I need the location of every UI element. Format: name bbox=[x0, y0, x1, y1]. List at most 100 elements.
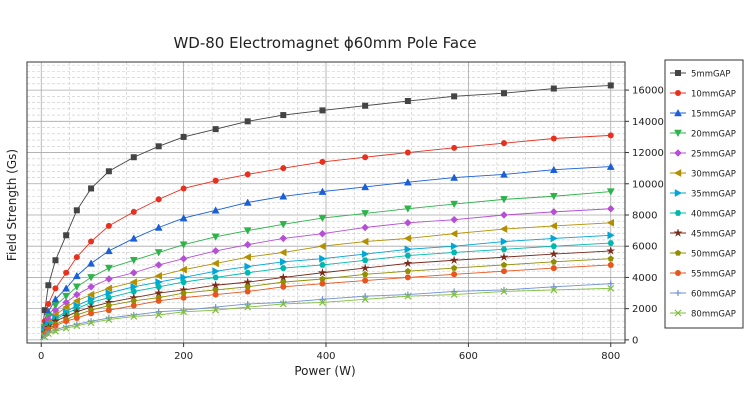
data-point bbox=[211, 247, 220, 255]
data-point bbox=[73, 322, 81, 330]
x-tick-label: 400 bbox=[316, 351, 335, 362]
data-point bbox=[606, 188, 615, 196]
data-point bbox=[318, 229, 327, 238]
data-point bbox=[361, 182, 370, 191]
data-point bbox=[361, 210, 370, 218]
data-point bbox=[549, 208, 558, 216]
legend-swatch-marker bbox=[675, 70, 681, 76]
data-point bbox=[280, 257, 288, 266]
data-point bbox=[130, 313, 138, 320]
data-point bbox=[500, 140, 507, 147]
x-tick-label: 800 bbox=[601, 351, 620, 362]
data-point bbox=[130, 288, 138, 295]
data-point bbox=[87, 274, 95, 282]
data-point bbox=[244, 300, 251, 307]
plot-area: 0 200 400 600 800 0 2000 4000 6000 8000 10000 1200… bbox=[26, 61, 664, 362]
data-point bbox=[362, 277, 369, 284]
data-point bbox=[51, 302, 60, 310]
data-point bbox=[154, 223, 163, 231]
data-point bbox=[318, 242, 326, 251]
series-10mmgap bbox=[40, 132, 614, 340]
legend-label: 30mmGAP bbox=[691, 170, 736, 180]
data-point bbox=[180, 308, 188, 316]
data-point bbox=[212, 274, 219, 281]
data-point bbox=[451, 93, 458, 100]
data-point bbox=[104, 246, 113, 255]
data-point bbox=[550, 265, 557, 272]
data-point bbox=[361, 250, 370, 258]
data-point bbox=[130, 302, 137, 309]
legend-swatch-marker bbox=[675, 290, 681, 296]
data-point bbox=[606, 245, 616, 255]
data-point bbox=[45, 282, 52, 289]
data-point bbox=[73, 254, 80, 261]
data-point bbox=[549, 249, 559, 259]
data-point bbox=[72, 296, 81, 305]
data-point bbox=[361, 257, 369, 264]
legend: 5mmGAP 10mmGAP 15mmGAP 20mmGAP 25mmGAP 30mmGA… bbox=[664, 59, 744, 329]
data-point bbox=[550, 243, 558, 250]
data-point bbox=[129, 278, 138, 287]
data-point bbox=[450, 242, 459, 251]
data-point bbox=[62, 324, 70, 332]
data-point bbox=[180, 185, 187, 192]
data-point bbox=[451, 144, 458, 151]
legend-label: 55mmGAP bbox=[691, 270, 736, 280]
data-point bbox=[549, 221, 558, 230]
data-point bbox=[279, 248, 287, 257]
data-point bbox=[154, 249, 163, 257]
data-point bbox=[130, 208, 137, 215]
legend-swatch-marker bbox=[674, 189, 683, 197]
data-point bbox=[607, 280, 614, 287]
data-point bbox=[279, 234, 288, 243]
data-point bbox=[211, 259, 219, 268]
data-point bbox=[212, 267, 220, 276]
data-point bbox=[279, 192, 288, 200]
y-tick-label: 8000 bbox=[632, 210, 657, 221]
data-point bbox=[130, 297, 137, 304]
data-point bbox=[155, 308, 162, 315]
data-point bbox=[179, 254, 188, 263]
data-point bbox=[499, 252, 509, 262]
y-tick-label: 6000 bbox=[632, 242, 657, 253]
data-point bbox=[549, 165, 558, 173]
legend-item-55mmgap: 55mmGAP bbox=[670, 270, 736, 280]
data-point bbox=[280, 283, 287, 290]
data-point bbox=[129, 257, 138, 265]
legend-item-35mmgap: 35mmGAP bbox=[670, 189, 736, 200]
data-point bbox=[361, 295, 369, 303]
data-point bbox=[244, 171, 251, 178]
data-point bbox=[550, 283, 557, 290]
data-point bbox=[105, 307, 112, 314]
data-point bbox=[360, 263, 370, 273]
data-point bbox=[404, 149, 411, 156]
data-point bbox=[87, 290, 95, 299]
data-point bbox=[550, 85, 557, 92]
data-point bbox=[243, 253, 251, 262]
data-point bbox=[155, 311, 163, 319]
legend-swatch-marker bbox=[674, 129, 682, 138]
data-point bbox=[155, 196, 162, 203]
data-point bbox=[404, 292, 412, 300]
data-point bbox=[180, 294, 187, 301]
legend-label: 35mmGAP bbox=[691, 190, 736, 200]
x-tick-label: 0 bbox=[38, 351, 44, 362]
data-point bbox=[41, 307, 48, 314]
series-20mmgap bbox=[40, 188, 615, 341]
data-point bbox=[361, 237, 369, 246]
data-point bbox=[404, 218, 412, 227]
legend-item-25mmgap: 25mmGAP bbox=[670, 149, 736, 160]
data-point bbox=[318, 187, 327, 195]
data-point bbox=[403, 234, 412, 243]
data-point bbox=[279, 221, 288, 229]
data-point bbox=[129, 234, 138, 242]
data-point bbox=[244, 118, 251, 125]
data-point bbox=[63, 269, 70, 276]
data-point bbox=[52, 322, 59, 329]
data-point bbox=[403, 258, 413, 268]
data-point bbox=[105, 275, 113, 283]
data-point bbox=[72, 283, 81, 291]
data-point bbox=[73, 315, 80, 322]
data-point bbox=[404, 252, 412, 259]
